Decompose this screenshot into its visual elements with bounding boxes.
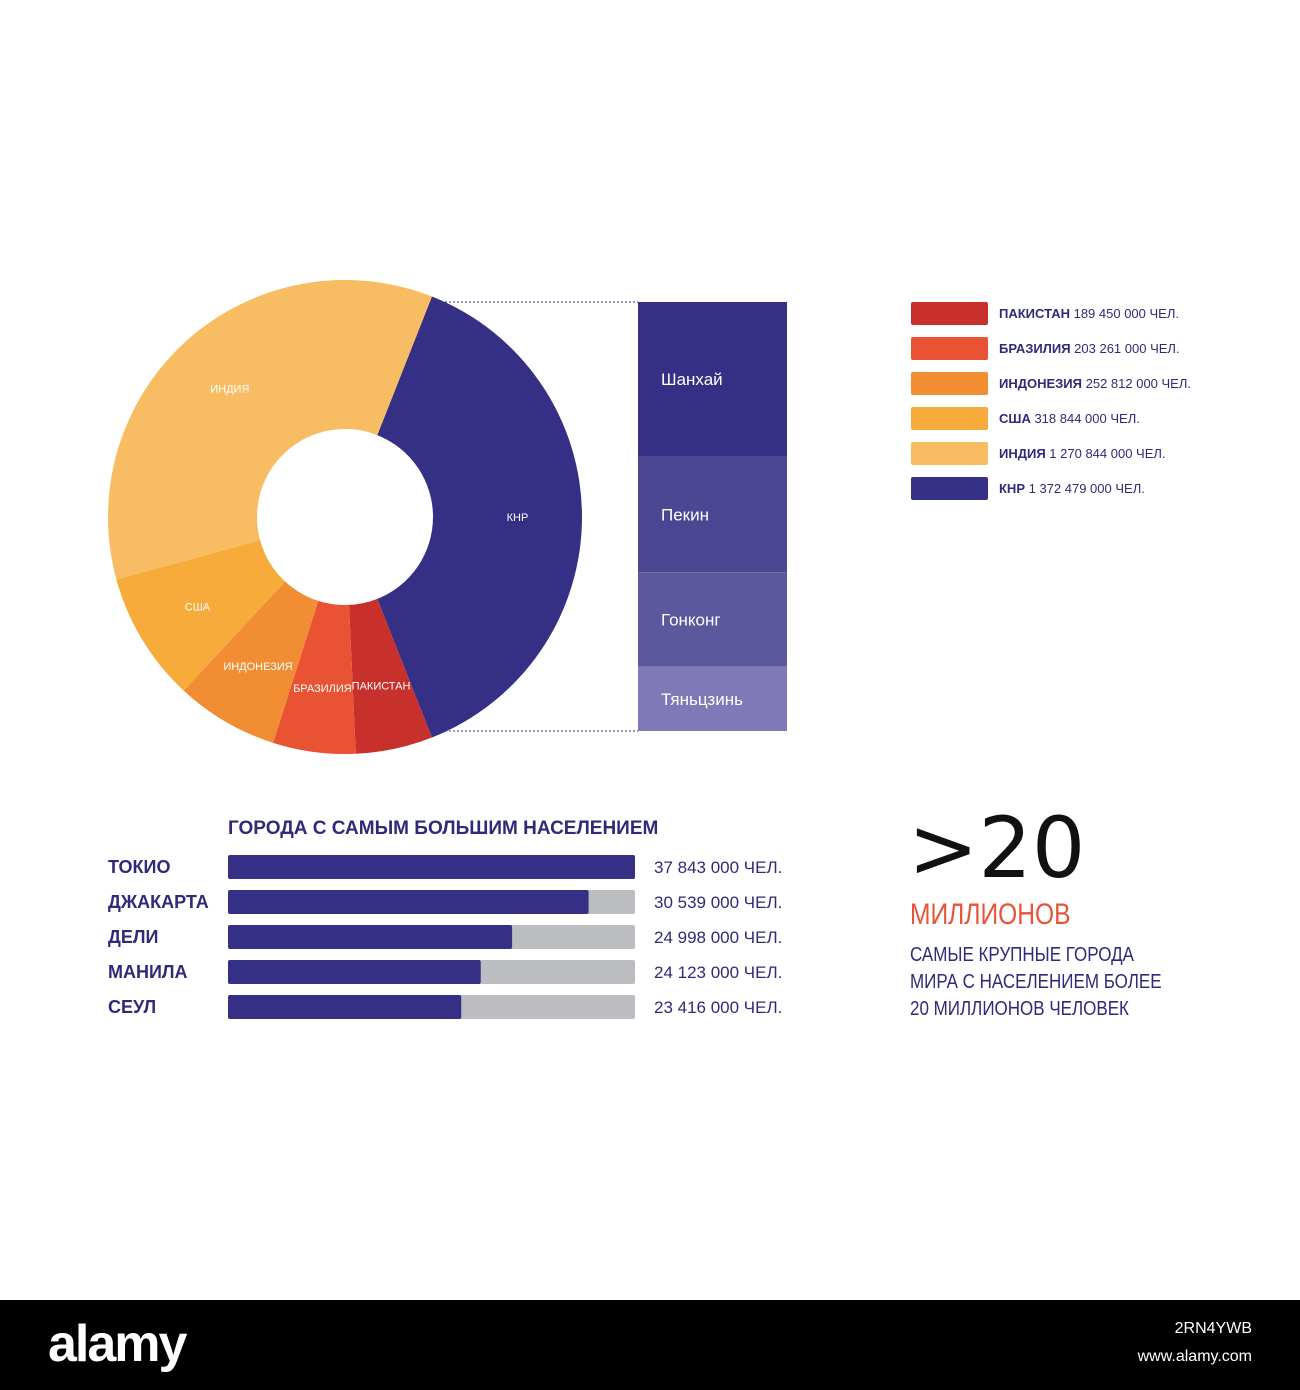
bar-value-label: 30 539 000 ЧЕЛ.: [654, 893, 782, 912]
legend-name: БРАЗИЛИЯ: [999, 341, 1074, 356]
breakdown-stacked-column: Шанхай Пекин Гонконг Тяньцзинь: [638, 302, 787, 731]
breakdown-segment-label: Гонконг: [661, 610, 721, 629]
legend-value: 203 261 000 ЧЕЛ.: [1074, 341, 1179, 356]
donut-label-usa: США: [185, 601, 211, 613]
bar-fill: [228, 960, 481, 984]
bar-value-label: 37 843 000 ЧЕЛ.: [654, 858, 782, 877]
watermark-image-id: 2RN4YWB: [1174, 1320, 1252, 1337]
highlight-description-line: МИРА С НАСЕЛЕНИЕМ БОЛЕЕ: [910, 971, 1162, 993]
legend-value: 252 812 000 ЧЕЛ.: [1086, 376, 1191, 391]
breakdown-segment-label: Пекин: [661, 505, 709, 524]
legend-entry: ИНДИЯ 1 270 844 000 ЧЕЛ.: [999, 446, 1166, 461]
bar-category-label: МАНИЛА: [108, 962, 188, 982]
legend-name: ИНДОНЕЗИЯ: [999, 376, 1086, 391]
highlight-word: МИЛЛИОНОВ: [910, 898, 1071, 931]
highlight-description-line: САМЫЕ КРУПНЫЕ ГОРОДА: [910, 944, 1134, 966]
legend-swatch: [911, 407, 988, 430]
bar-value-label: 24 998 000 ЧЕЛ.: [654, 928, 782, 947]
legend-swatch: [911, 337, 988, 360]
donut-slice-pakistan: [349, 598, 432, 754]
bar-chart-title: ГОРОДА С САМЫМ БОЛЬШИМ НАСЕЛЕНИЕМ: [228, 818, 658, 839]
legend-value: 318 844 000 ЧЕЛ.: [1034, 411, 1139, 426]
legend-name: КНР: [999, 481, 1029, 496]
bar-fill: [228, 995, 462, 1019]
watermark-logo: alamy: [48, 1315, 187, 1373]
legend-value: 1 270 844 000 ЧЕЛ.: [1049, 446, 1165, 461]
watermark-url: www.alamy.com: [1137, 1348, 1252, 1365]
bar-fill: [228, 855, 635, 879]
breakdown-segment: [638, 666, 787, 731]
breakdown-segment: [638, 456, 787, 573]
legend-entry: БРАЗИЛИЯ 203 261 000 ЧЕЛ.: [999, 341, 1180, 356]
breakdown-connector-lines: [445, 301, 638, 732]
donut-label-indonesia: ИНДОНЕЗИЯ: [223, 661, 292, 673]
donut-slice-india: [108, 280, 432, 580]
legend-swatch: [911, 442, 988, 465]
legend-name: ПАКИСТАН: [999, 306, 1074, 321]
legend-swatch: [911, 477, 988, 500]
donut-chart: [108, 280, 582, 754]
donut-slice-china: [377, 296, 582, 738]
donut-label-pakistan: ПАКИСТАН: [352, 681, 411, 693]
breakdown-segment-label: Тяньцзинь: [661, 690, 743, 709]
city-bar-chart: ГОРОДА С САМЫМ БОЛЬШИМ НАСЕЛЕНИЕМ ТОКИО 37…: [108, 818, 782, 1019]
legend-entry: ПАКИСТАН 189 450 000 ЧЕЛ.: [999, 306, 1179, 321]
legend-value: 189 450 000 ЧЕЛ.: [1074, 306, 1179, 321]
legend-entry: ИНДОНЕЗИЯ 252 812 000 ЧЕЛ.: [999, 376, 1191, 391]
bar-category-label: ТОКИО: [108, 857, 170, 877]
donut-label-china: КНР: [507, 512, 529, 524]
legend-value: 1 372 479 000 ЧЕЛ.: [1029, 481, 1145, 496]
donut-slice-usa: [116, 540, 286, 691]
bar-fill: [228, 890, 589, 914]
breakdown-segment: [638, 302, 787, 457]
bar-category-label: ДЖАКАРТА: [108, 892, 209, 912]
population-legend: ПАКИСТАН 189 450 000 ЧЕЛ. БРАЗИЛИЯ 203 26…: [911, 302, 1191, 500]
legend-entry: США 318 844 000 ЧЕЛ.: [999, 411, 1140, 426]
donut-label-brazil: БРАЗИЛИЯ: [293, 683, 352, 695]
donut-slice-brazil: [273, 600, 356, 754]
donut-label-india: ИНДИЯ: [210, 384, 249, 396]
watermark-footer: alamy 2RN4YWB www.alamy.com: [0, 1300, 1300, 1390]
bar-fill: [228, 925, 513, 949]
highlight-description: САМЫЕ КРУПНЫЕ ГОРОДА МИРА С НАСЕЛЕНИЕМ Б…: [910, 942, 1165, 1023]
donut-slice-indonesia: [183, 581, 319, 743]
legend-swatch: [911, 372, 988, 395]
highlight-description-line: 20 МИЛЛИОНОВ ЧЕЛОВЕК: [910, 998, 1129, 1020]
breakdown-segment: [638, 572, 787, 667]
bar-value-label: 23 416 000 ЧЕЛ.: [654, 998, 782, 1017]
legend-name: США: [999, 411, 1034, 426]
legend-entry: КНР 1 372 479 000 ЧЕЛ.: [999, 481, 1145, 496]
breakdown-segment-label: Шанхай: [661, 370, 723, 389]
legend-swatch: [911, 302, 988, 325]
bar-category-label: СЕУЛ: [108, 997, 156, 1017]
highlight-number: >20: [908, 799, 1086, 897]
bar-value-label: 24 123 000 ЧЕЛ.: [654, 963, 782, 982]
bar-category-label: ДЕЛИ: [108, 927, 158, 947]
legend-name: ИНДИЯ: [999, 446, 1049, 461]
